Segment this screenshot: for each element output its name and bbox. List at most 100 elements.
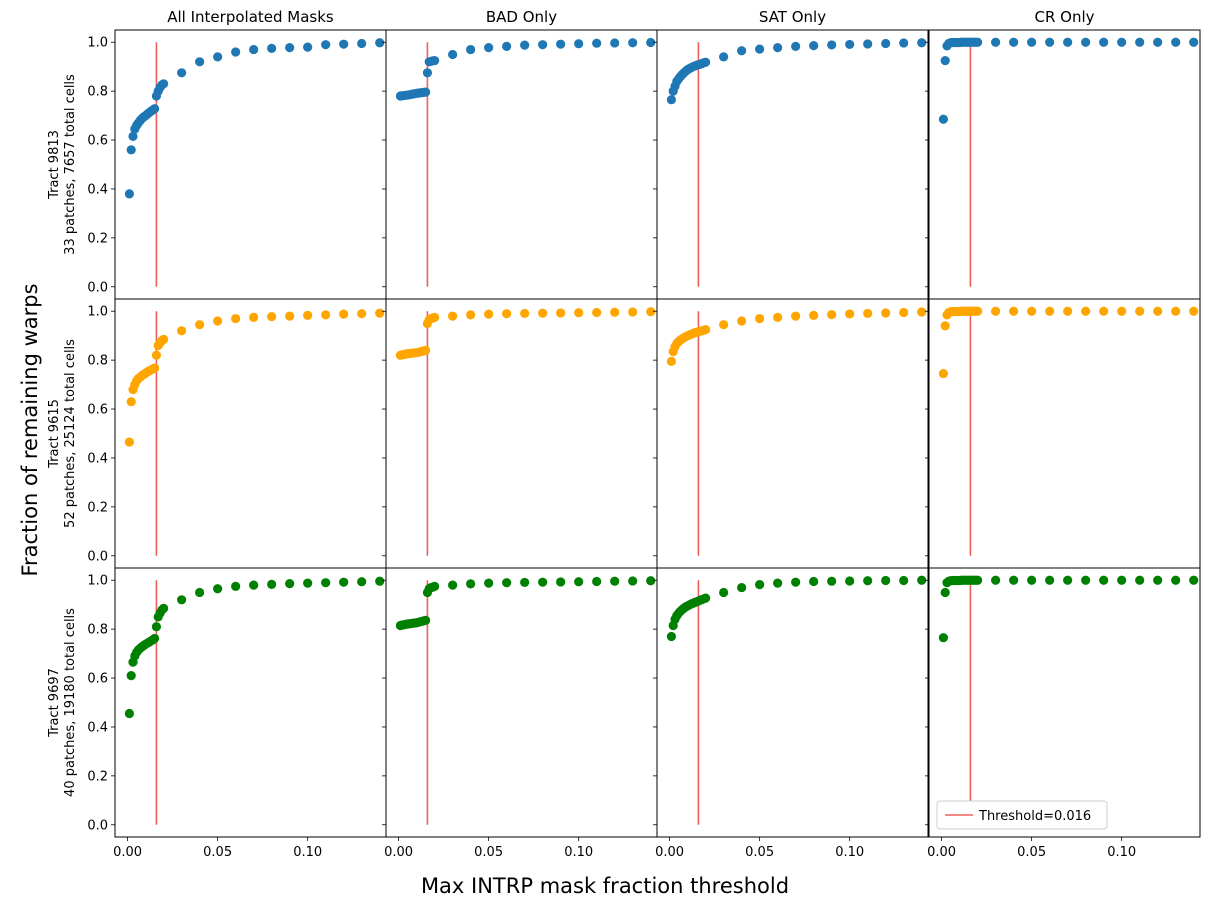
data-point [448,311,458,321]
data-point [231,47,241,57]
x-tick-label: 0.00 [113,845,142,860]
data-point [1153,306,1163,316]
data-point [1153,37,1163,47]
x-tick-label: 0.10 [293,845,322,860]
data-point [1099,37,1109,47]
data-point [520,40,530,50]
data-point [755,44,765,54]
data-point [1009,37,1019,47]
data-point [357,38,367,49]
data-point [809,41,819,51]
y-tick-label: 0.0 [87,280,108,295]
panel-bg [657,30,928,299]
data-point [303,310,313,320]
data-point [1081,575,1091,585]
data-point [339,309,349,319]
data-point [940,321,950,331]
data-point [1099,306,1109,316]
data-point [126,671,136,681]
data-point [321,310,331,320]
panel-bg [386,299,657,568]
data-point [422,68,433,78]
data-point [124,437,135,447]
data-point [430,581,440,591]
data-point [791,41,801,51]
data-point [1117,306,1127,316]
data-point [646,37,656,48]
data-point [159,334,169,344]
data-point [128,131,138,141]
column-title-2: SAT Only [759,8,826,26]
data-point [430,55,440,66]
data-point [1135,37,1145,47]
panel-frame [656,567,929,838]
data-point [917,38,927,48]
data-point [666,356,677,366]
data-point [556,308,566,318]
data-point [177,326,187,336]
data-point [845,576,855,586]
data-point [845,39,855,50]
data-point [610,307,620,317]
panel-bg [115,30,386,299]
data-point [267,43,277,53]
data-point [628,307,638,317]
data-point [177,595,187,605]
data-point [1153,575,1163,585]
data-point [701,593,711,603]
panel-bg [657,299,928,568]
column-title-0: All Interpolated Masks [167,8,334,26]
panel-frame [928,567,1201,838]
data-point [339,39,349,49]
data-point [666,95,677,105]
legend-threshold-label: Threshold=0.016 [978,809,1091,824]
row-label-cells-1: 52 patches, 25124 total cells [63,339,78,528]
data-point [1189,37,1199,47]
data-point [610,576,620,586]
data-point [124,189,135,199]
data-point [1171,37,1181,47]
data-point [421,87,431,97]
data-point [151,350,162,360]
data-point [1045,306,1055,316]
panel-bg [929,30,1200,299]
data-point [845,309,855,319]
data-point [466,44,476,55]
data-point [1171,575,1181,585]
data-point [1099,575,1109,585]
data-point [249,312,259,322]
data-point [177,68,187,78]
data-point [827,576,837,586]
data-point [321,578,331,588]
x-tick-label: 0.10 [835,845,864,860]
data-point [646,576,656,586]
data-point [1189,306,1199,316]
data-point [195,320,205,330]
data-point [592,38,602,48]
data-point [357,309,367,319]
data-point [628,38,638,48]
data-point [1027,575,1037,585]
data-point [520,308,530,319]
column-title-3: CR Only [1034,8,1094,26]
data-point [231,313,241,324]
y-tick-label: 0.8 [87,354,108,369]
data-point [126,145,136,155]
data-point [628,576,638,586]
data-point [375,576,385,586]
data-point [809,310,819,320]
data-point [195,587,205,598]
data-point [881,575,891,586]
data-point [863,39,873,49]
data-point [973,306,983,316]
data-point [357,577,367,587]
data-point [938,114,949,124]
data-point [375,38,385,48]
data-point [285,579,295,589]
y-tick-label: 1.0 [87,36,108,51]
data-point [213,584,223,594]
data-point [863,308,873,319]
x-tick-label: 0.05 [1017,845,1046,860]
x-tick-label: 0.00 [655,845,684,860]
